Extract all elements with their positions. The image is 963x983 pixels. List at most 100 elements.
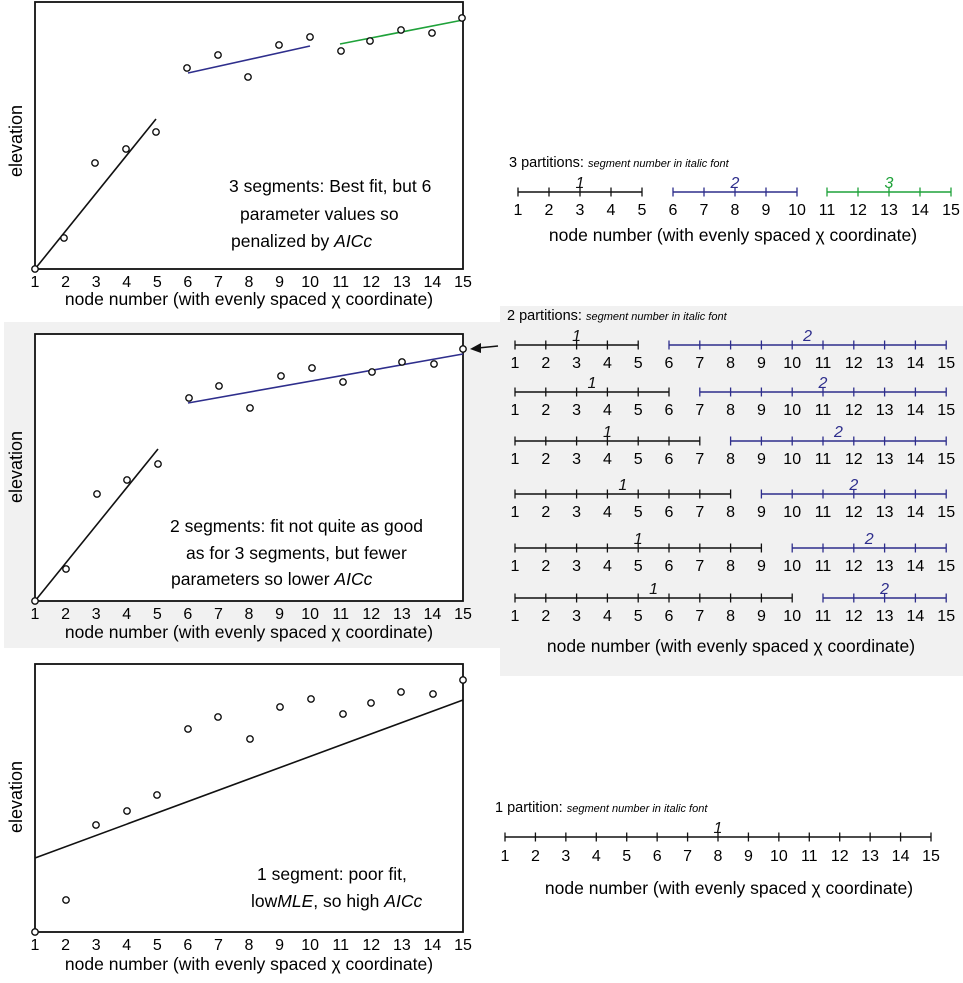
partition-tick-label: 13 bbox=[876, 355, 894, 372]
x-tick-labels: 1 2 3 4 5 6 7 8 9 10 11 12 13 14 15 bbox=[31, 937, 472, 954]
x-tick-label: 12 bbox=[362, 937, 380, 954]
fit-line bbox=[34, 699, 464, 859]
partition-tick-label: 2 bbox=[541, 451, 550, 468]
partition-tick-label: 2 bbox=[545, 202, 554, 219]
partition-tick-label: 11 bbox=[819, 202, 836, 219]
plot-frame bbox=[34, 333, 464, 602]
partition-segment: 10 11 12 13 14 15 2 bbox=[783, 531, 955, 575]
x-axis-label: node number (with evenly spaced χ coordi… bbox=[65, 289, 433, 309]
partition-heading: 1 partition: segment number in italic fo… bbox=[495, 800, 708, 816]
partition-tick-label: 9 bbox=[757, 355, 766, 372]
data-point bbox=[183, 64, 191, 72]
partition-tick-label: 11 bbox=[815, 504, 832, 521]
x-tick-label: 3 bbox=[92, 937, 101, 954]
data-point bbox=[244, 73, 252, 81]
x-tick-labels: 1 2 3 4 5 6 7 8 9 10 11 12 13 14 15 bbox=[31, 606, 472, 623]
x-tick-label: 13 bbox=[393, 274, 411, 291]
segment-number-label: 3 bbox=[885, 175, 894, 192]
partition-axis-label: node number (with evenly spaced χ coordi… bbox=[545, 878, 913, 898]
segment-number-label: 2 bbox=[848, 477, 858, 494]
panel-three-segments: elevation 1 2 3 4 5 6 7 8 9 10 11 12 13 14 15 node num… bbox=[6, 1, 472, 309]
partition-tick-label: 15 bbox=[922, 848, 940, 865]
fit-segment-2 bbox=[187, 353, 464, 404]
plot-frame bbox=[34, 1, 464, 270]
x-tick-label: 5 bbox=[153, 274, 162, 291]
partition-tick-label: 11 bbox=[815, 608, 832, 625]
partition-tick-label: 7 bbox=[695, 608, 704, 625]
partition-tick-label: 15 bbox=[937, 558, 955, 575]
fit-note: 3 segments: Best fit, but 6 parameter va… bbox=[229, 176, 436, 251]
partition-tick-label: 13 bbox=[876, 504, 894, 521]
partition-tick-label: 15 bbox=[937, 504, 955, 521]
partition-tick-label: 7 bbox=[695, 402, 704, 419]
segment-number-label: 1 bbox=[714, 820, 723, 837]
partition-tick-label: 6 bbox=[665, 355, 674, 372]
x-tick-label: 6 bbox=[183, 937, 192, 954]
x-tick-label: 9 bbox=[275, 606, 284, 623]
data-point bbox=[246, 404, 254, 412]
data-point bbox=[458, 14, 466, 22]
fit-note: 1 segment: poor fit, lowMLE, so high AIC… bbox=[251, 864, 422, 911]
partition-tick-label: 3 bbox=[572, 355, 581, 372]
partition-tick-label: 9 bbox=[757, 504, 766, 521]
data-point bbox=[215, 382, 223, 390]
data-point bbox=[308, 364, 316, 372]
plot-frame bbox=[34, 663, 464, 933]
partition-tick-label: 4 bbox=[603, 558, 612, 575]
segment-number-label: 2 bbox=[818, 375, 828, 392]
partition-tick-label: 4 bbox=[603, 451, 612, 468]
panel-two-segments: elevation 1 2 3 4 5 6 7 8 9 10 11 12 13 14 15 node num… bbox=[6, 333, 472, 642]
partition-tick-label: 4 bbox=[603, 355, 612, 372]
partition-tick-label: 6 bbox=[665, 451, 674, 468]
partition-tick-label: 8 bbox=[726, 558, 735, 575]
x-tick-label: 11 bbox=[332, 937, 349, 954]
data-point bbox=[152, 128, 160, 136]
x-tick-label: 4 bbox=[122, 274, 131, 291]
partition-tick-label: 12 bbox=[845, 402, 863, 419]
data-point bbox=[430, 360, 438, 368]
data-point bbox=[62, 565, 70, 573]
data-point bbox=[123, 476, 131, 484]
data-point bbox=[306, 33, 314, 41]
partition-tick-label: 1 bbox=[511, 558, 520, 575]
x-tick-label: 6 bbox=[183, 274, 192, 291]
partition-tick-label: 14 bbox=[907, 608, 925, 625]
data-points bbox=[31, 14, 466, 273]
partition-tick-label: 10 bbox=[783, 608, 801, 625]
data-point bbox=[214, 51, 222, 59]
data-point bbox=[92, 821, 100, 829]
data-point bbox=[31, 597, 39, 605]
data-point bbox=[366, 37, 374, 45]
data-point bbox=[459, 676, 467, 684]
x-tick-label: 8 bbox=[245, 274, 254, 291]
partition-tick-label: 5 bbox=[634, 402, 643, 419]
partition-tick-label: 6 bbox=[665, 402, 674, 419]
data-point bbox=[428, 29, 436, 37]
partition-tick-label: 11 bbox=[815, 402, 832, 419]
data-point bbox=[276, 703, 284, 711]
segment-number-label: 2 bbox=[833, 424, 843, 441]
partition-tick-label: 8 bbox=[726, 402, 735, 419]
partition-tick-label: 10 bbox=[783, 558, 801, 575]
partition-tick-label: 13 bbox=[876, 558, 894, 575]
partition-tick-label: 7 bbox=[695, 451, 704, 468]
partition-tick-label: 13 bbox=[861, 848, 879, 865]
segment-number-label: 2 bbox=[730, 175, 740, 192]
fit-segment-1 bbox=[34, 448, 159, 602]
x-tick-label: 12 bbox=[362, 274, 380, 291]
data-point bbox=[367, 699, 375, 707]
partition-tick-label: 9 bbox=[744, 848, 753, 865]
partition-segment: 11 12 13 14 15 2 bbox=[815, 581, 956, 625]
partition-heading: 3 partitions: segment number in italic f… bbox=[509, 155, 730, 171]
partition-tick-label: 15 bbox=[937, 451, 955, 468]
partition-tick-label: 9 bbox=[757, 558, 766, 575]
partition-tick-label: 8 bbox=[731, 202, 740, 219]
partition-tick-label: 6 bbox=[653, 848, 662, 865]
partition-tick-label: 6 bbox=[665, 558, 674, 575]
partition-tick-label: 5 bbox=[622, 848, 631, 865]
partition-row: 1 2 3 4 5 617 8 9 10 11 12 13 14 152 bbox=[511, 375, 956, 419]
data-point bbox=[122, 145, 130, 153]
x-tick-label: 2 bbox=[61, 606, 70, 623]
partition-tick-label: 9 bbox=[757, 608, 766, 625]
